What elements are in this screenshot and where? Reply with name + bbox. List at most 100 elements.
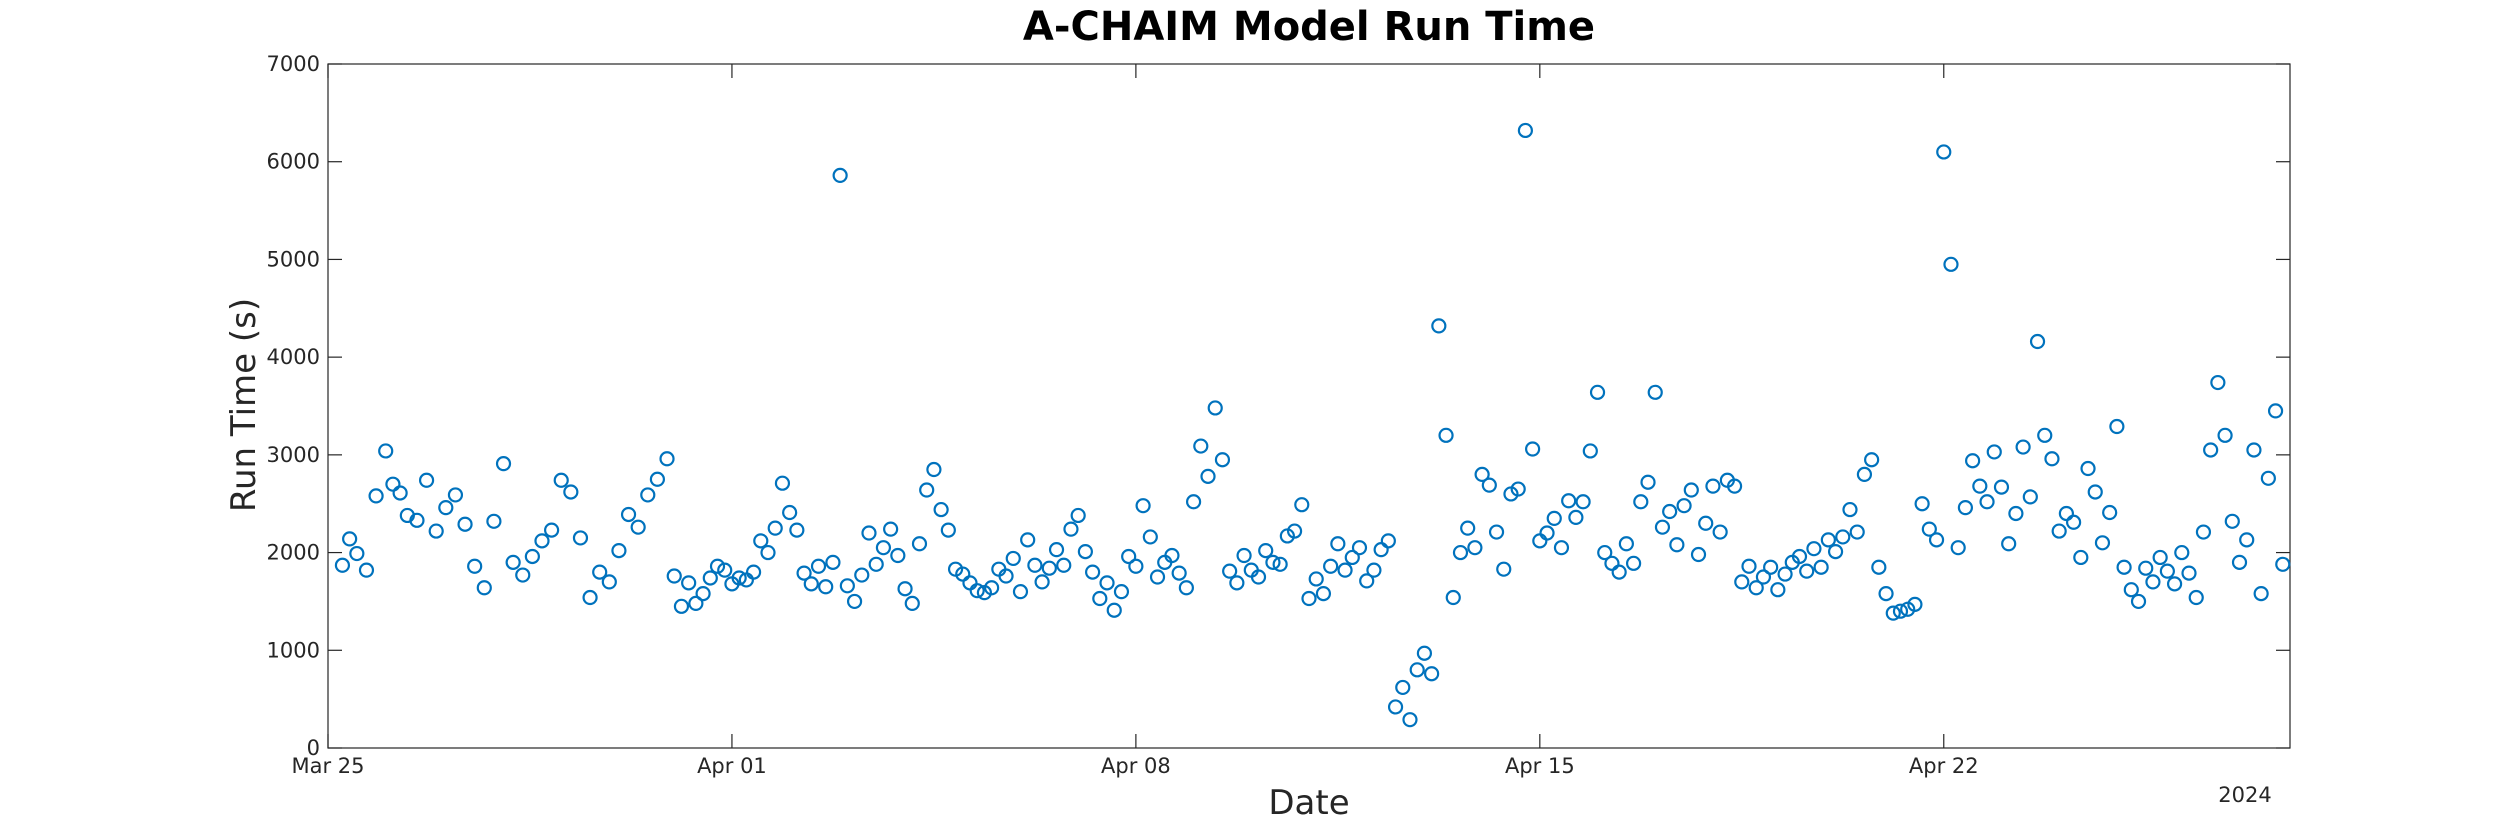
data-point [1351,540,1368,556]
data-point [1185,494,1202,510]
data-point [1207,400,1223,416]
data-point [1561,493,1577,509]
data-point [1683,482,1699,498]
y-tick-label: 1000 [267,638,320,662]
data-point [919,482,935,498]
data-point [2015,439,2031,455]
data-point [486,513,502,529]
data-point [2239,532,2255,548]
x-axis-year-label: 2024 [2218,783,2271,807]
data-point [553,472,569,488]
data-point [2152,549,2168,566]
data-point [1799,563,1815,579]
data-point [1777,566,1793,582]
data-point [753,533,769,549]
y-tick-label: 5000 [267,247,320,271]
data-point [1099,575,1115,591]
data-point [1806,541,1822,557]
data-point [2253,586,2269,602]
data-point [1633,494,1649,510]
data-point [890,547,906,564]
data-point [659,451,675,467]
data-point [1438,427,1454,443]
data-point [940,522,956,538]
data-point [854,567,870,583]
data-point [457,516,473,532]
data-point [1741,558,1757,574]
data-point [1020,532,1036,548]
data-point [1121,548,1137,565]
data-point [1315,586,1332,602]
data-point [1092,590,1108,607]
data-point [803,576,819,592]
data-point [2166,576,2183,592]
data-point [2246,442,2262,458]
data-point [1965,453,1981,469]
data-point [1517,122,1533,139]
data-point [334,557,351,573]
data-point [368,488,384,504]
data-point [2001,536,2017,552]
data-point [1106,602,1122,618]
data-point [2231,554,2248,570]
data-point [544,522,560,538]
data-point [1842,501,1858,518]
data-point [438,500,454,516]
data-point [782,504,798,521]
data-point [1200,468,1216,484]
data-point [1265,554,1281,570]
data-point [1286,523,1303,539]
data-point [2094,535,2111,551]
data-point [1041,560,1057,576]
y-tick-label: 6000 [267,150,320,174]
data-point [709,558,726,574]
data-point [1424,666,1440,682]
data-point [1431,318,1447,334]
data-point [1936,144,1952,160]
data-point [1705,478,1721,494]
data-point [1301,590,1317,607]
data-point [447,487,464,503]
x-tick-label: Apr 08 [1101,754,1171,778]
data-point [2037,427,2053,443]
data-point [378,443,394,459]
data-point [1871,559,1887,575]
data-point [2159,563,2175,579]
data-point [467,558,483,574]
data-point [1178,580,1194,596]
data-point [2087,484,2103,500]
data-point [1647,384,1663,400]
data-point [681,575,697,591]
data-point [349,545,365,562]
data-point [1726,478,1743,494]
data-point [1171,565,1187,581]
data-point [666,568,682,584]
data-point [1128,558,1144,574]
data-point [1250,569,1267,585]
y-tick-label: 0 [307,736,320,760]
data-point [1582,443,1598,459]
data-point [861,525,877,541]
data-point [695,586,711,602]
data-point [1813,559,1829,575]
data-point [1229,575,1245,591]
x-tick-label: Apr 01 [697,754,767,778]
data-point [524,548,540,565]
data-point [789,522,805,538]
data-point [1791,548,1808,565]
data-point [582,589,598,606]
data-point [1330,536,1346,552]
data-point [534,533,550,549]
data-point [1525,441,1541,457]
data-point [1308,571,1324,587]
data-point [1344,549,1360,566]
plot-area [327,63,2291,749]
data-point [418,472,435,488]
data-point [1027,557,1043,573]
data-point [1445,589,1461,606]
data-point [2188,589,2204,606]
data-point [1669,537,1685,553]
data-point [2116,559,2132,575]
data-point [1056,557,1072,573]
x-tick-label: Apr 22 [1909,754,1979,778]
